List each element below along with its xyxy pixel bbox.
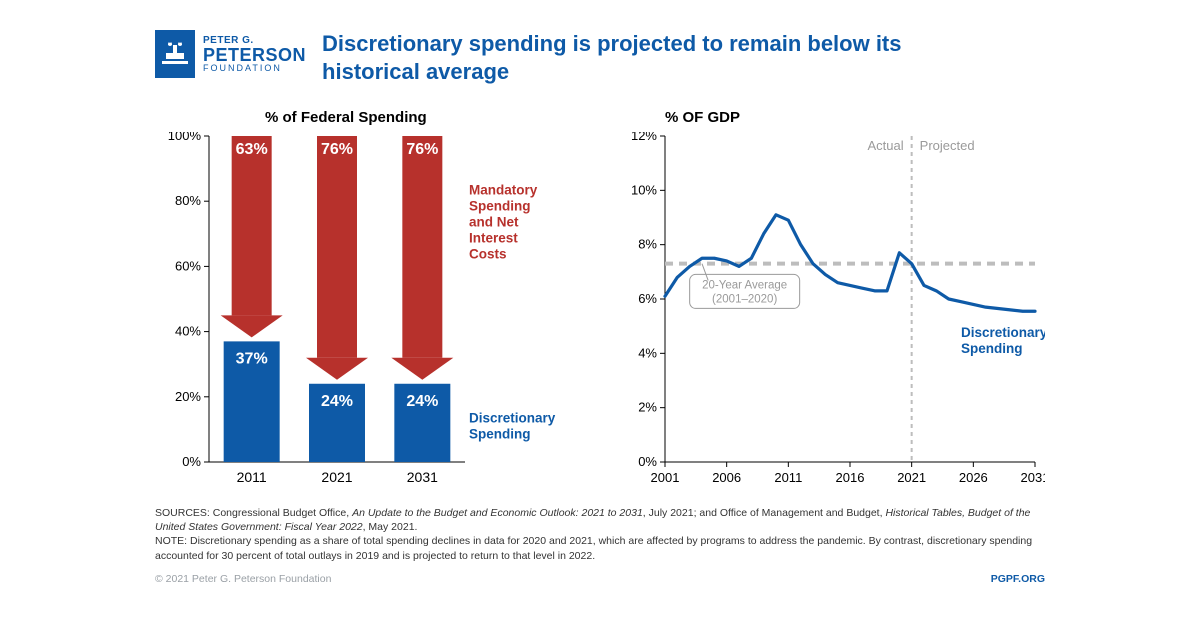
svg-text:2016: 2016 [836, 470, 865, 485]
svg-text:and Net: and Net [469, 215, 519, 230]
svg-text:2031: 2031 [407, 469, 438, 485]
svg-text:Discretionary: Discretionary [469, 411, 556, 426]
page-title: Discretionary spending is projected to r… [322, 30, 982, 85]
svg-text:2%: 2% [638, 400, 657, 415]
svg-text:37%: 37% [236, 350, 268, 367]
svg-text:0%: 0% [638, 454, 657, 469]
logo-icon [155, 30, 195, 78]
svg-text:Discretionary: Discretionary [961, 325, 1045, 340]
svg-text:2001: 2001 [651, 470, 680, 485]
note-text: NOTE: Discretionary spending as a share … [155, 534, 1045, 562]
line-chart-panel: % OF GDP 0% 2% 4% 6% 8% 10% 12% 2001 2006 2011 201… [615, 109, 1035, 492]
sources-text: , July 2021; and Office of Management an… [643, 507, 886, 519]
svg-text:2011: 2011 [237, 469, 267, 485]
svg-text:0%: 0% [182, 454, 201, 469]
sources-italic-1: An Update to the Budget and Economic Out… [352, 507, 643, 519]
svg-text:20-Year Average: 20-Year Average [702, 279, 787, 291]
svg-text:Mandatory: Mandatory [469, 183, 538, 198]
svg-text:2021: 2021 [321, 469, 352, 485]
svg-text:2021: 2021 [897, 470, 926, 485]
logo-text-line1: PETER G. [203, 36, 306, 46]
svg-text:24%: 24% [321, 393, 353, 410]
svg-text:Actual: Actual [868, 138, 904, 153]
svg-text:100%: 100% [168, 132, 202, 143]
bar-chart: 0% 20% 40% 60% 80% 100% 37% 63% 2011 24% 76% 2021 24… [155, 132, 575, 492]
sources-text: , May 2021. [363, 521, 418, 533]
svg-text:2031: 2031 [1021, 470, 1045, 485]
svg-text:24%: 24% [406, 393, 438, 410]
svg-text:Projected: Projected [920, 138, 975, 153]
copyright: © 2021 Peter G. Peterson Foundation [155, 573, 331, 585]
footer-url: PGPF.ORG [991, 573, 1045, 585]
logo-text-line3: FOUNDATION [203, 64, 306, 73]
svg-text:80%: 80% [175, 193, 201, 208]
svg-text:2006: 2006 [712, 470, 741, 485]
svg-text:76%: 76% [321, 141, 353, 158]
svg-text:2026: 2026 [959, 470, 988, 485]
svg-text:10%: 10% [631, 182, 657, 197]
sources-block: SOURCES: Congressional Budget Office, An… [155, 506, 1045, 563]
footer: © 2021 Peter G. Peterson Foundation PGPF… [155, 573, 1045, 585]
svg-text:40%: 40% [175, 324, 201, 339]
svg-text:(2001–2020): (2001–2020) [712, 293, 777, 305]
svg-text:12%: 12% [631, 132, 657, 143]
svg-text:Costs: Costs [469, 247, 507, 262]
bar-chart-title: % of Federal Spending [265, 109, 575, 126]
svg-text:6%: 6% [638, 291, 657, 306]
svg-text:Spending: Spending [961, 341, 1023, 356]
logo: PETER G. PETERSON FOUNDATION [155, 30, 306, 78]
header: PETER G. PETERSON FOUNDATION Discretiona… [155, 30, 1045, 85]
svg-text:60%: 60% [175, 258, 201, 273]
sources-text: SOURCES: Congressional Budget Office, [155, 507, 352, 519]
svg-text:Interest: Interest [469, 231, 518, 246]
svg-text:76%: 76% [406, 141, 438, 158]
svg-text:20%: 20% [175, 389, 201, 404]
svg-text:63%: 63% [236, 141, 268, 158]
svg-text:4%: 4% [638, 345, 657, 360]
svg-text:8%: 8% [638, 237, 657, 252]
svg-text:2011: 2011 [774, 470, 802, 485]
line-chart: 0% 2% 4% 6% 8% 10% 12% 2001 2006 2011 2016 2021 2026… [615, 132, 1045, 492]
svg-text:Spending: Spending [469, 427, 531, 442]
line-chart-title: % OF GDP [665, 109, 1035, 126]
bar-chart-panel: % of Federal Spending 0% 20% 40% 60% 80% 100%… [155, 109, 575, 492]
svg-text:Spending: Spending [469, 199, 531, 214]
logo-text-line2: PETERSON [203, 46, 306, 64]
